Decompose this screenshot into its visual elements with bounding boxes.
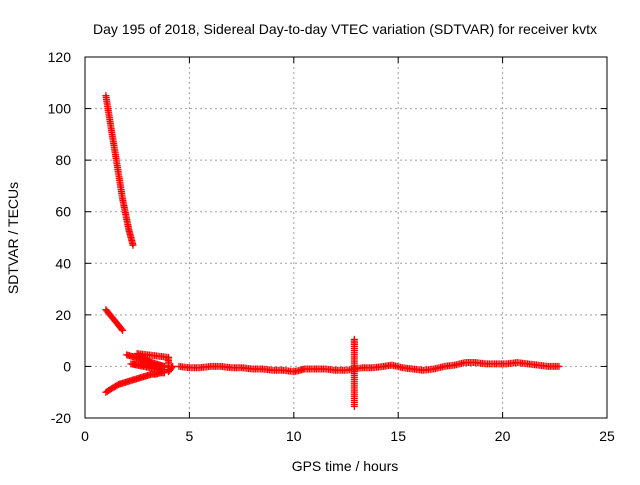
- series-group: [102, 306, 127, 334]
- y-tick-label: 20: [55, 307, 71, 323]
- y-tick-label: 0: [63, 358, 71, 374]
- x-tick-label: 0: [81, 428, 89, 444]
- x-tick-label: 20: [495, 428, 511, 444]
- data-point-fill: [129, 240, 137, 248]
- data-point-fill: [118, 325, 126, 333]
- data-point-fill: [127, 232, 135, 240]
- data-point-fill: [122, 214, 130, 222]
- y-tick-label: 100: [48, 101, 72, 117]
- y-tick-label: 40: [55, 255, 71, 271]
- series-group: [123, 350, 177, 376]
- y-tick-label: 120: [48, 49, 72, 65]
- data-point-fill: [112, 382, 120, 390]
- data-point-fill: [107, 385, 115, 393]
- data-point-fill: [103, 387, 111, 395]
- y-tick-label: 80: [55, 152, 71, 168]
- x-axis-label: GPS time / hours: [292, 458, 399, 474]
- y-axis-label: SDTVAR / TECUs: [5, 182, 21, 294]
- data-point-fill: [553, 362, 561, 370]
- x-tick-label: 5: [186, 428, 194, 444]
- data-points: [102, 92, 563, 410]
- y-tick-label: 60: [55, 204, 71, 220]
- chart-title: Day 195 of 2018, Sidereal Day-to-day VTE…: [93, 21, 597, 37]
- x-tick-label: 25: [599, 428, 615, 444]
- series-group: [175, 359, 563, 376]
- data-point-fill: [350, 400, 358, 408]
- data-point-fill: [168, 364, 176, 372]
- x-tick-label: 10: [286, 428, 302, 444]
- series-group: [102, 369, 168, 396]
- x-tick-label: 15: [390, 428, 406, 444]
- axis-ticks: 0 5 10 15 20 25 -20 0 20 40 60 80 100 120: [48, 49, 615, 444]
- series-group: [102, 92, 137, 249]
- data-point-fill: [167, 365, 175, 373]
- plot-frame: [84, 56, 608, 419]
- data-point-fill: [125, 224, 132, 232]
- data-point: [119, 326, 127, 334]
- series-group: [350, 335, 358, 410]
- data-point-fill: [120, 203, 128, 211]
- y-tick-label: -20: [51, 410, 71, 426]
